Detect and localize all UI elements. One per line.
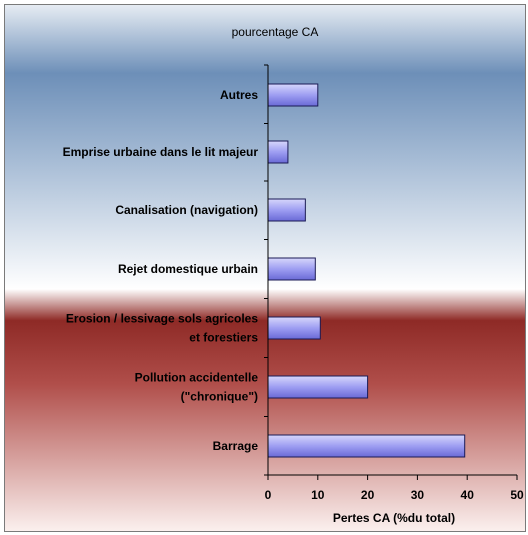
- category-label-5: Pollution accidentelle ("chronique"): [135, 371, 259, 404]
- x-tick-label: 40: [461, 488, 475, 502]
- bar-0: [267, 83, 319, 107]
- bar-5: [267, 375, 369, 399]
- chart-frame: pourcentage CA Autres Emprise urbaine dan…: [4, 4, 526, 532]
- category-label-4: Erosion / lessivage sols agricoles et for…: [66, 312, 258, 345]
- bar-1: [267, 140, 289, 164]
- category-label-0: Autres: [220, 88, 258, 102]
- category-label-line: Rejet domestique urbain: [118, 262, 258, 276]
- category-label-line: Autres: [220, 88, 258, 102]
- bar-2: [267, 198, 306, 222]
- category-label-line: Barrage: [213, 439, 259, 453]
- category-label-6: Barrage: [213, 439, 259, 453]
- category-label-line: Canalisation (navigation): [115, 203, 258, 217]
- bar-6: [267, 434, 466, 458]
- category-label-2: Canalisation (navigation): [115, 203, 258, 217]
- x-tick-label: 10: [311, 488, 325, 502]
- category-label-line: et forestiers: [189, 331, 258, 345]
- x-axis-title: Pertes CA (%du total): [333, 511, 455, 525]
- x-tick-label: 50: [510, 488, 524, 502]
- bar-chart: pourcentage CA Autres Emprise urbaine dan…: [5, 5, 525, 531]
- category-label-3: Rejet domestique urbain: [118, 262, 258, 276]
- x-tick-label: 30: [411, 488, 425, 502]
- category-label-line: Erosion / lessivage sols agricoles: [66, 312, 258, 326]
- x-tick-label: 0: [265, 488, 272, 502]
- chart-title: pourcentage CA: [232, 25, 319, 39]
- category-label-line: ("chronique"): [181, 390, 258, 404]
- bar-3: [267, 257, 316, 281]
- category-label-1: Emprise urbaine dans le lit majeur: [63, 145, 259, 159]
- category-label-line: Pollution accidentelle: [135, 371, 259, 385]
- category-label-line: Emprise urbaine dans le lit majeur: [63, 145, 259, 159]
- x-tick-label: 20: [361, 488, 375, 502]
- bar-4: [267, 316, 321, 340]
